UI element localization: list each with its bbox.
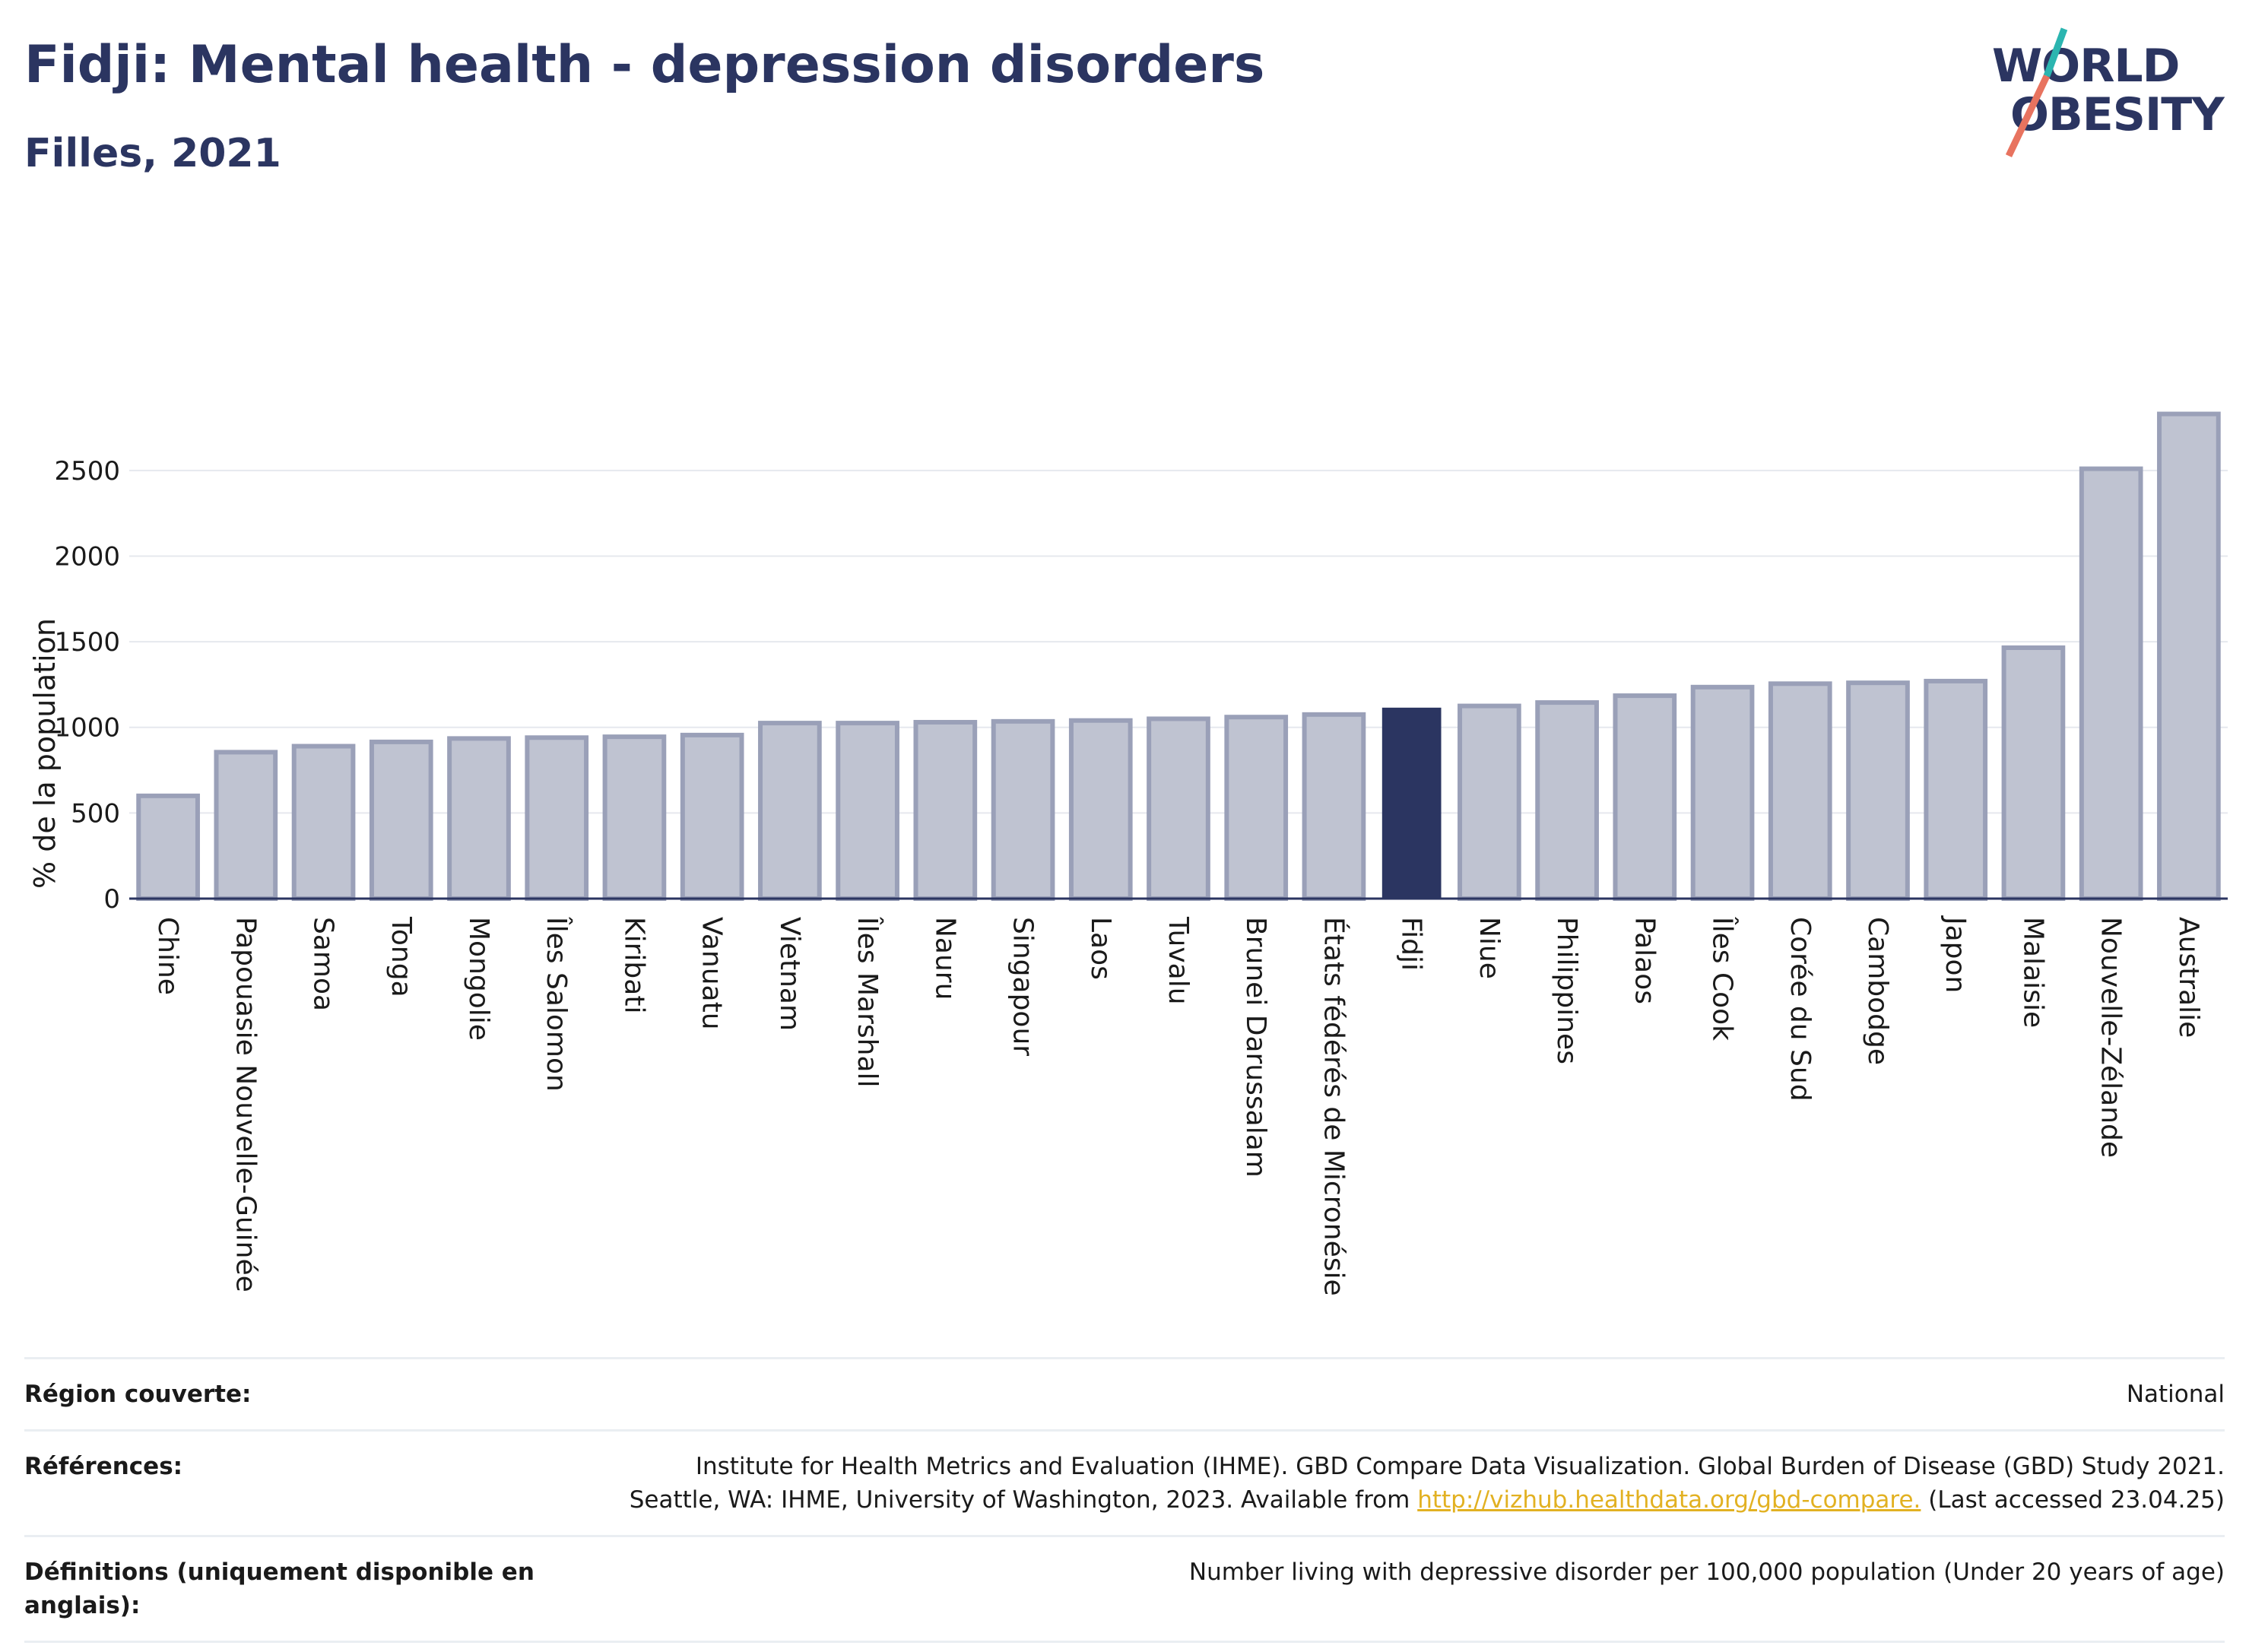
x-tick-label: Îles Marshall xyxy=(852,916,883,1088)
x-tick-label: Kiribati xyxy=(618,917,649,1013)
bar xyxy=(1848,683,1908,899)
bar xyxy=(1226,717,1286,899)
references-line1: Institute for Health Metrics and Evaluat… xyxy=(696,1453,2225,1480)
bar xyxy=(1537,702,1597,899)
page-subtitle: Filles, 2021 xyxy=(24,131,281,176)
bar xyxy=(1615,696,1674,899)
y-tick-label: 1000 xyxy=(54,713,120,744)
references-suffix: (Last accessed 23.04.25) xyxy=(1921,1486,2225,1514)
references-value: Institute for Health Metrics and Evaluat… xyxy=(630,1450,2225,1517)
bar xyxy=(1382,708,1442,899)
x-tick-label: Samoa xyxy=(308,917,339,1011)
x-tick-label: Australie xyxy=(2173,917,2204,1038)
bar xyxy=(2159,414,2219,899)
bar-chart: 0 500 1000 1500 2000 2500 % de la population Ch… xyxy=(0,198,2249,1338)
x-tick-label: Îles Salomon xyxy=(541,916,573,1092)
bar xyxy=(838,723,897,899)
bar xyxy=(2004,648,2063,899)
x-tick-label: Nouvelle-Zélande xyxy=(2095,917,2127,1158)
references-link[interactable]: http://vizhub.healthdata.org/gbd-compare… xyxy=(1417,1486,1921,1514)
x-tick-label: Malaisie xyxy=(2017,917,2048,1028)
x-tick-label: Vietnam xyxy=(774,917,805,1031)
bar xyxy=(915,722,975,899)
x-tick-label: Brunei Darussalam xyxy=(1240,917,1271,1178)
region-label: Région couverte: xyxy=(24,1378,541,1411)
x-tick-label: Japon xyxy=(1940,915,1971,993)
x-tick-label: Chine xyxy=(152,917,183,995)
footer-table: Région couverte: National Références: In… xyxy=(24,1357,2225,1643)
bar xyxy=(2082,469,2141,899)
footer-row-references: Références: Institute for Health Metrics… xyxy=(24,1429,2225,1535)
x-tick-label: Laos xyxy=(1085,917,1116,980)
x-tick-label: Tuvalu xyxy=(1163,916,1194,1005)
x-tick-label: Îles Cook xyxy=(1707,916,1739,1041)
y-axis-label: % de la population xyxy=(28,618,62,889)
y-tick-label: 2500 xyxy=(54,456,120,487)
y-tick-label: 2000 xyxy=(54,541,120,572)
x-tick-label: Nauru xyxy=(929,917,960,1000)
x-tick-label: Mongolie xyxy=(463,917,494,1041)
bar xyxy=(527,737,586,899)
bar xyxy=(294,747,354,899)
footer-row-definitions: Définitions (uniquement disponible en an… xyxy=(24,1535,2225,1643)
references-line2: Seattle, WA: IHME, University of Washing… xyxy=(630,1486,1417,1514)
x-tick-label: Singapour xyxy=(1007,917,1039,1056)
definitions-label: Définitions (uniquement disponible en an… xyxy=(24,1555,541,1622)
bar xyxy=(138,796,198,899)
bar xyxy=(1693,687,1753,899)
bar xyxy=(1460,706,1519,899)
y-tick-label: 500 xyxy=(71,798,120,829)
x-tick-label: Papouasie Nouvelle-Guinée xyxy=(230,917,261,1292)
x-tick-label: Vanuatu xyxy=(696,917,728,1030)
y-tick-label: 1500 xyxy=(54,627,120,658)
y-tick-label: 0 xyxy=(103,884,120,915)
bar xyxy=(372,742,431,899)
region-value: National xyxy=(2127,1378,2225,1411)
x-tick-label: Cambodge xyxy=(1862,917,1893,1065)
x-tick-label: Niue xyxy=(1473,917,1505,979)
x-tick-label: Corée du Sud xyxy=(1784,917,1816,1102)
world-obesity-logo: WORLD OBESITY xyxy=(1977,23,2228,167)
bar xyxy=(1305,715,1364,899)
x-tick-label: Philippines xyxy=(1551,917,1582,1064)
page-title: Fidji: Mental health - depression disord… xyxy=(24,35,1264,95)
x-tick-label: Palaos xyxy=(1629,917,1660,1004)
logo-slash-icon xyxy=(1977,23,2228,167)
bar xyxy=(1149,718,1208,899)
x-tick-label: Fidji xyxy=(1396,917,1427,971)
bar xyxy=(449,738,509,899)
bar xyxy=(605,737,665,899)
bar xyxy=(1071,721,1131,899)
bar xyxy=(994,721,1053,899)
footer-row-region: Région couverte: National xyxy=(24,1357,2225,1429)
bar xyxy=(683,735,742,899)
bar xyxy=(760,723,820,899)
bar xyxy=(1771,683,1830,899)
x-tick-label: États fédérés de Micronésie xyxy=(1318,917,1350,1296)
bar xyxy=(1926,681,1985,899)
references-label: Références: xyxy=(24,1450,541,1517)
x-tick-label: Tonga xyxy=(385,916,417,997)
bar xyxy=(216,752,275,899)
definitions-value: Number living with depressive disorder p… xyxy=(1189,1555,2225,1622)
